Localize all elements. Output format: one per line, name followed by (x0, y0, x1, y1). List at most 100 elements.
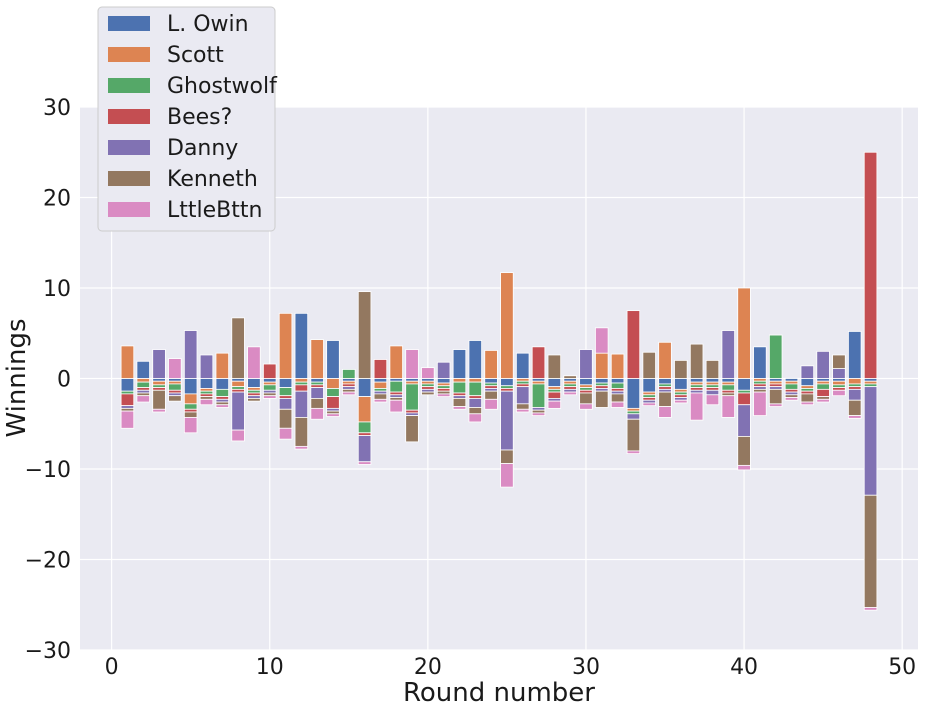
bar-segment (421, 380, 435, 385)
bar-segment (800, 390, 815, 395)
bar-segment (183, 378, 198, 395)
bar-segment (183, 330, 198, 379)
bar-segment (832, 378, 846, 382)
bar-segment (626, 410, 641, 415)
bar-segment (120, 410, 135, 429)
bar-segment (547, 378, 562, 388)
bar-segment (278, 408, 293, 429)
bar-segment (595, 352, 609, 379)
bar-segment (531, 346, 546, 379)
bar-segment (452, 395, 467, 399)
bar-segment (421, 388, 435, 393)
bar-segment (610, 390, 625, 395)
bar-segment (231, 388, 245, 393)
bar-segment (294, 378, 309, 383)
bar-segment (689, 389, 704, 394)
bar-segment (326, 407, 340, 412)
bar-segment (658, 391, 672, 407)
bar-segment (263, 381, 277, 386)
bar-segment (689, 378, 704, 383)
bar-segment (484, 350, 498, 379)
bar-segment (784, 394, 799, 398)
bar-segment (626, 418, 641, 452)
bar-segment (247, 387, 261, 391)
bar-segment (389, 399, 403, 413)
bar-segment (389, 378, 403, 382)
bar-segment (294, 312, 309, 379)
bar-segment (152, 387, 166, 391)
bar-segment (515, 383, 530, 388)
bar-segment (405, 378, 419, 382)
bar-segment (500, 385, 514, 389)
bar-segment (215, 396, 230, 400)
legend-swatch (108, 140, 150, 155)
bar-segment (705, 378, 720, 383)
bar-segment (610, 388, 625, 392)
bar-segment (294, 390, 309, 418)
legend-swatch (108, 47, 150, 62)
bar-segment (152, 389, 166, 410)
bar-segment (247, 395, 261, 399)
bar-segment (342, 380, 356, 385)
bars (120, 151, 878, 611)
bar-segment (342, 369, 356, 379)
bar-segment (515, 378, 530, 382)
bar-segment (689, 381, 704, 386)
legend[interactable]: L. Owin Scott Ghostwolf Bees? Danny Kenneth Lt… (97, 6, 278, 232)
bar-segment (436, 385, 451, 389)
bar-segment (642, 394, 656, 398)
x-tick-label: 20 (414, 655, 442, 680)
bar-segment (500, 272, 514, 379)
bar-segment (816, 350, 830, 379)
bar-segment (563, 378, 577, 382)
bar-segment (689, 384, 704, 388)
bar-segment (199, 393, 214, 398)
bar-segment (705, 381, 720, 386)
bar-segment (278, 378, 293, 388)
bar-segment (168, 378, 182, 382)
bar-segment (231, 378, 245, 382)
bar-segment (579, 389, 593, 394)
bar-segment (152, 380, 166, 386)
bar-segment (848, 386, 862, 390)
y-tick-label: 30 (43, 96, 71, 121)
bar-segment (721, 378, 735, 383)
bar-segment (231, 391, 245, 431)
bar-segment (531, 407, 546, 411)
bar-segment (848, 378, 862, 385)
bar-segment (768, 334, 783, 379)
bar-segment (816, 380, 830, 385)
bar-segment (263, 389, 277, 394)
bar-segment (595, 388, 609, 392)
bar-segment (626, 310, 641, 379)
bar-segment (452, 406, 467, 410)
bar-segment (436, 388, 451, 392)
bar-segment (484, 378, 498, 384)
bar-segment (595, 327, 609, 354)
bar-segment (152, 408, 166, 413)
bar-segment (531, 383, 546, 408)
bar-segment (373, 398, 388, 403)
bar-segment (800, 393, 815, 403)
bar-segment (784, 397, 799, 401)
bar-segment (515, 380, 530, 385)
bar-segment (753, 386, 767, 390)
bar-segment (737, 392, 751, 406)
bar-segment (737, 287, 751, 379)
bar-segment (247, 392, 261, 397)
x-tick-label: 30 (572, 655, 600, 680)
bar-segment (563, 388, 577, 393)
bar-segment (120, 407, 135, 412)
bar-segment (120, 393, 135, 407)
bar-segment (674, 397, 688, 401)
bar-segment (658, 388, 672, 393)
bar-segment (199, 388, 214, 392)
bar-segment (753, 380, 767, 385)
bar-segment (832, 384, 846, 388)
bar-segment (199, 354, 214, 379)
bar-segment (721, 392, 735, 397)
bar-segment (784, 391, 799, 396)
bar-segment (800, 365, 815, 379)
bar-segment (183, 411, 198, 418)
